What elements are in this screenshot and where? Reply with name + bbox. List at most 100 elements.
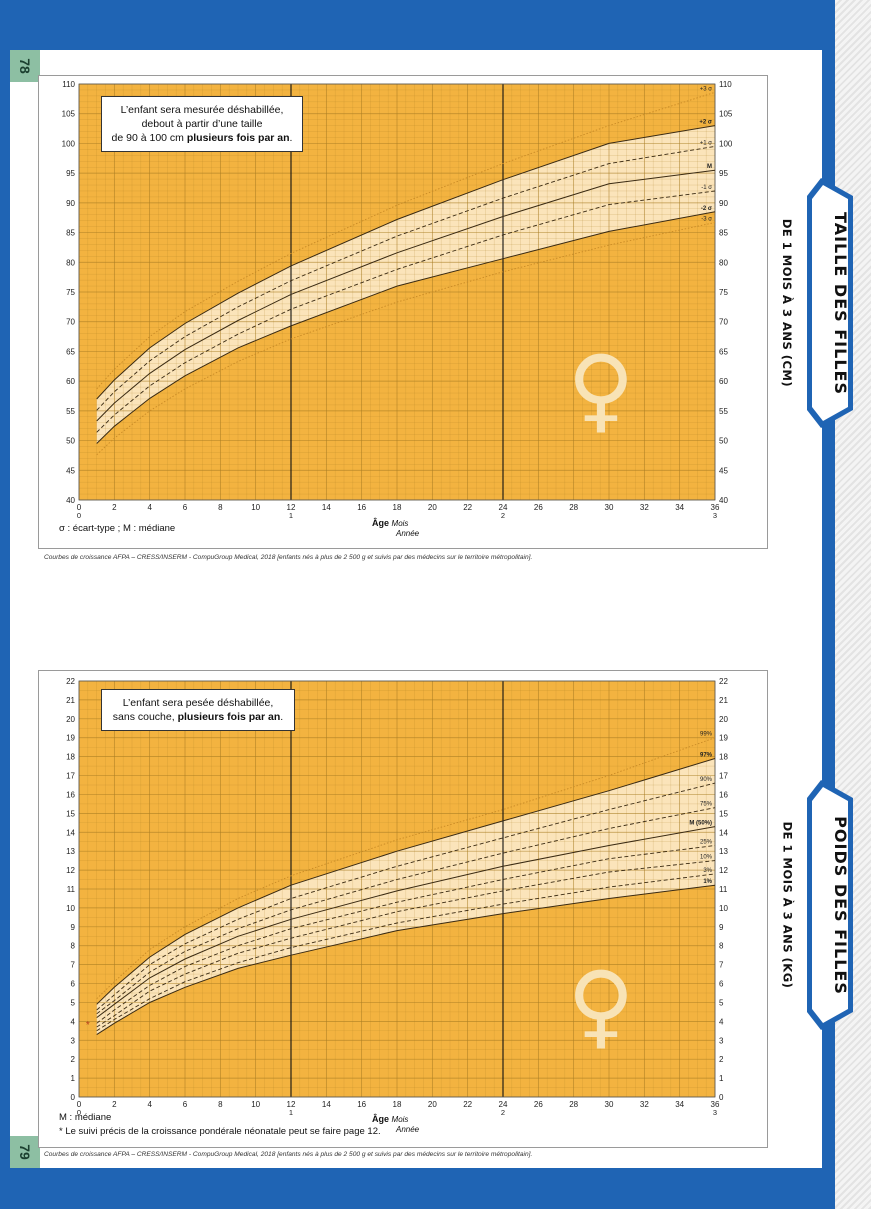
weight-ytick-left: 21 [66,696,75,705]
frame-bottom [0,1168,871,1209]
height-series-line [96,145,716,411]
weight-chart-credit: Courbes de croissance AFPA – CRESS/INSER… [44,1151,533,1158]
weight-ytick-left: 8 [71,942,76,951]
weight-ytick-left: 20 [66,715,75,724]
height-series-line [96,125,716,400]
weight-ytick-left: 13 [66,847,75,856]
weight-ytick-right: 11 [719,885,728,894]
weight-tab-shape [807,780,853,1030]
weight-ytick-left: 12 [66,866,75,875]
height-ytick-left: 95 [66,169,75,178]
weight-ytick-left: 15 [66,809,75,818]
height-ytick-right: 105 [719,110,733,119]
height-chart-age-year-label: Année [396,529,420,538]
weight-xtick-year: 3 [713,1108,717,1117]
height-chart-panel: ♀ +3 σ +2 σ +1 σ M -1 σ -2 σ -3 σ 40 40 45 45 50 50 55… [38,75,768,549]
weight-chart-legend: M : médiane [59,1112,112,1123]
frame-left [0,0,10,1209]
height-ytick-right: 100 [719,139,733,148]
height-ytick-right: 110 [719,80,732,89]
weight-xtick: 4 [147,1100,152,1109]
weight-series-line [96,758,716,1005]
weight-xtick: 2 [112,1100,117,1109]
weight-xtick: 26 [534,1100,543,1109]
height-plot-border [78,83,716,501]
height-series-line [96,222,716,456]
page-number-bottom: 79 [10,1136,40,1168]
weight-series-line [96,826,716,1018]
height-series-line [96,211,716,444]
height-ytick-right: 95 [719,169,728,178]
height-series-line [96,190,716,433]
weight-xtick: 24 [499,1100,508,1109]
weight-ytick-right: 18 [719,753,728,762]
weight-chart-note: L’enfant sera pesée déshabillée, sans co… [101,689,295,731]
weight-ytick-right: 4 [719,1017,724,1026]
frame-top [0,0,871,50]
height-xtick-year: 3 [713,511,717,520]
weight-ytick-right: 8 [719,942,724,951]
weight-series-label: 99% [700,732,713,738]
weight-tab-subtitle: DE 1 MOIS À 3 ANS (KG) [780,821,794,989]
height-xtick: 28 [569,503,578,512]
height-series-line [96,169,716,422]
weight-series-label: M (50%) [689,821,712,827]
height-ytick-right: 55 [719,407,728,416]
weight-series-label: 1% [703,879,712,885]
weight-xtick: 28 [569,1100,578,1109]
height-ytick-right: 40 [719,496,728,505]
weight-ytick-left: 3 [71,1036,76,1045]
height-xtick: 4 [147,503,152,512]
weight-annotation: * [86,1020,90,1031]
height-ytick-right: 60 [719,377,728,386]
height-ytick-right: 45 [719,466,728,475]
weight-ytick-left: 18 [66,753,75,762]
height-ytick-left: 60 [66,377,75,386]
height-series-label: -2 σ [701,206,712,212]
height-ytick-left: 70 [66,318,75,327]
weight-female-symbol: ♀ [567,952,634,1059]
height-series-line [96,91,716,390]
height-ytick-left: 50 [66,437,75,446]
weight-ytick-right: 13 [719,847,728,856]
weight-ytick-right: 10 [719,904,728,913]
height-xtick: 30 [605,503,614,512]
height-xtick-year: 0 [77,511,81,520]
height-xtick: 14 [322,503,331,512]
weight-plot-border [78,680,716,1098]
weight-ytick-right: 16 [719,790,728,799]
page-number-top: 78 [10,50,40,82]
weight-xtick-year: 2 [501,1108,505,1117]
height-ytick-left: 100 [62,139,76,148]
height-ytick-right: 80 [719,258,728,267]
height-xtick: 6 [183,503,188,512]
height-ytick-right: 65 [719,347,728,356]
weight-ytick-left: 5 [71,998,76,1007]
weight-xtick: 12 [287,1100,296,1109]
weight-ytick-right: 3 [719,1036,724,1045]
weight-xtick: 10 [251,1100,260,1109]
weight-chart: ♀99%97%90%75%M (50%)25%10%3%1%0 01 12 23 34 4… [66,677,728,1117]
weight-xtick: 36 [711,1100,720,1109]
weight-ytick-left: 19 [66,734,75,743]
weight-xtick: 16 [357,1100,366,1109]
height-xtick: 22 [463,503,472,512]
weight-ytick-right: 5 [719,998,724,1007]
height-xtick: 24 [499,503,508,512]
weight-xtick-year: 1 [289,1108,293,1117]
weight-chart-age-label: Âge Mois [372,1114,409,1124]
weight-ytick-left: 11 [67,885,76,894]
weight-ytick-left: 10 [66,904,75,913]
height-ytick-right: 50 [719,437,728,446]
height-ytick-left: 80 [66,258,75,267]
weight-xtick: 32 [640,1100,649,1109]
weight-series-line [96,873,716,1032]
weight-xtick: 34 [675,1100,684,1109]
height-series-label: M [707,164,712,170]
height-ytick-left: 45 [66,466,75,475]
height-ytick-left: 90 [66,199,75,208]
weight-ytick-left: 16 [66,790,75,799]
weight-series-line [96,884,716,1036]
height-tab-shape [807,178,853,428]
weight-xtick: 20 [428,1100,437,1109]
